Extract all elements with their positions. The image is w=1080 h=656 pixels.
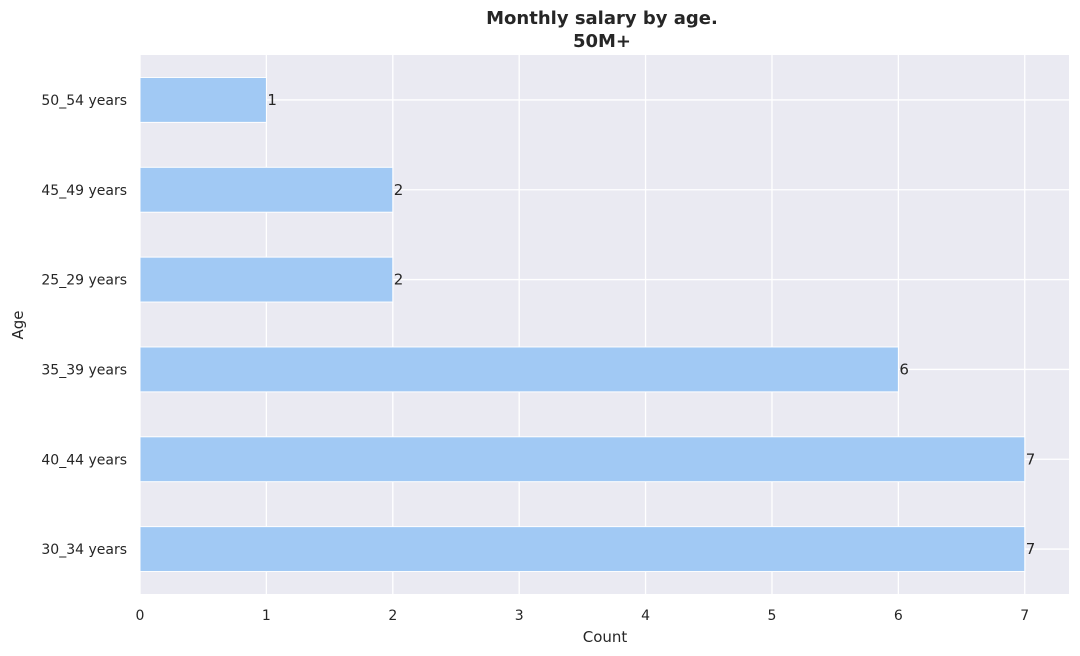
bar — [139, 346, 899, 393]
bar-value-label: 2 — [394, 271, 404, 289]
x-tick-label: 1 — [262, 608, 271, 624]
chart-title: Monthly salary by age. — [486, 8, 718, 29]
bar-value-label: 1 — [267, 91, 277, 109]
chart-subtitle: 50M+ — [573, 31, 631, 52]
x-axis-ticks: 0 1 2 3 4 5 6 7 — [136, 608, 1030, 624]
y-tick-label: 40_44 years — [41, 452, 127, 468]
bar — [139, 256, 394, 303]
x-tick-label: 3 — [515, 608, 524, 624]
y-axis-ticks: 50_54 years 45_49 years 25_29 years 35_39 y… — [41, 93, 127, 558]
bar-value-label: 7 — [1026, 450, 1036, 468]
x-tick-label: 2 — [388, 608, 397, 624]
bar-value-label: 7 — [1026, 540, 1036, 558]
x-tick-label: 7 — [1020, 608, 1029, 624]
bars — [139, 76, 1026, 573]
y-axis-label: Age — [9, 310, 27, 339]
bar-value-label: 2 — [394, 181, 404, 199]
x-tick-label: 6 — [894, 608, 903, 624]
y-tick-label: 35_39 years — [41, 362, 127, 378]
x-tick-label: 0 — [136, 608, 145, 624]
bar — [139, 166, 394, 213]
bar-value-label: 6 — [899, 360, 909, 378]
y-tick-label: 50_54 years — [41, 93, 127, 109]
x-axis-label: Count — [583, 628, 628, 646]
y-tick-label: 30_34 years — [41, 542, 127, 558]
y-tick-label: 25_29 years — [41, 273, 127, 289]
plot-background — [140, 55, 1069, 594]
x-tick-label: 5 — [768, 608, 777, 624]
x-tick-label: 4 — [641, 608, 650, 624]
bar — [139, 76, 267, 123]
data-labels: 1 2 2 6 7 7 — [267, 91, 1035, 558]
bar — [139, 526, 1026, 573]
bar — [139, 436, 1026, 483]
y-tick-label: 45_49 years — [41, 183, 127, 199]
